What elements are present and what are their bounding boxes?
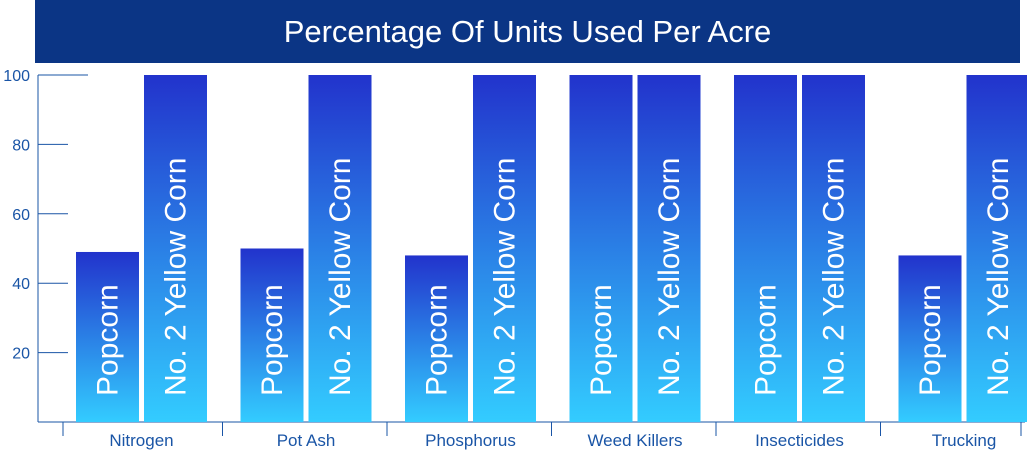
y-tick-label: 60: [12, 207, 30, 224]
x-tick-label: Weed Killers: [587, 431, 682, 450]
bar-series-label: No. 2 Yellow Corn: [653, 158, 686, 396]
bar-series-label: Popcorn: [914, 284, 947, 396]
bar-series-label: No. 2 Yellow Corn: [982, 158, 1015, 396]
bar-series-label: Popcorn: [750, 284, 783, 396]
bar: [405, 255, 468, 422]
bars: [76, 75, 1027, 422]
bar: [966, 75, 1027, 422]
bar: [308, 75, 372, 422]
bar-series-label: Popcorn: [256, 284, 289, 396]
bar-series-label: Popcorn: [585, 284, 618, 396]
y-tick-label: 100: [3, 68, 30, 85]
bar: [569, 75, 633, 422]
bar-series-label: Popcorn: [92, 284, 125, 396]
y-tick-label: 80: [12, 137, 30, 154]
bar: [734, 75, 797, 422]
bar-series-label: No. 2 Yellow Corn: [160, 158, 193, 396]
labels: 20 40 60 80 100 Popcorn No. 2 Yellow Corn Nitro…: [3, 68, 1015, 450]
y-tick-label: 40: [12, 276, 30, 293]
bar-series-label: No. 2 Yellow Corn: [489, 158, 522, 396]
x-tick-label: Nitrogen: [109, 431, 173, 450]
bar-series-label: No. 2 Yellow Corn: [324, 158, 357, 396]
chart-title-bar: Percentage Of Units Used Per Acre: [35, 0, 1020, 63]
bar: [76, 251, 139, 422]
x-tick-label: Insecticides: [755, 431, 844, 450]
x-tick-label: Pot Ash: [277, 431, 336, 450]
bar: [637, 75, 701, 422]
y-tick-label: 20: [12, 346, 30, 363]
bar: [240, 248, 304, 422]
bar: [898, 255, 962, 422]
chart-title: Percentage Of Units Used Per Acre: [283, 13, 772, 49]
bar: [144, 75, 207, 422]
bar-series-label: No. 2 Yellow Corn: [818, 158, 851, 396]
bar: [473, 75, 536, 422]
x-tick-label: Phosphorus: [425, 431, 516, 450]
bar: [802, 75, 865, 422]
x-tick-label: Trucking: [932, 431, 997, 450]
bar-series-label: Popcorn: [421, 284, 454, 396]
